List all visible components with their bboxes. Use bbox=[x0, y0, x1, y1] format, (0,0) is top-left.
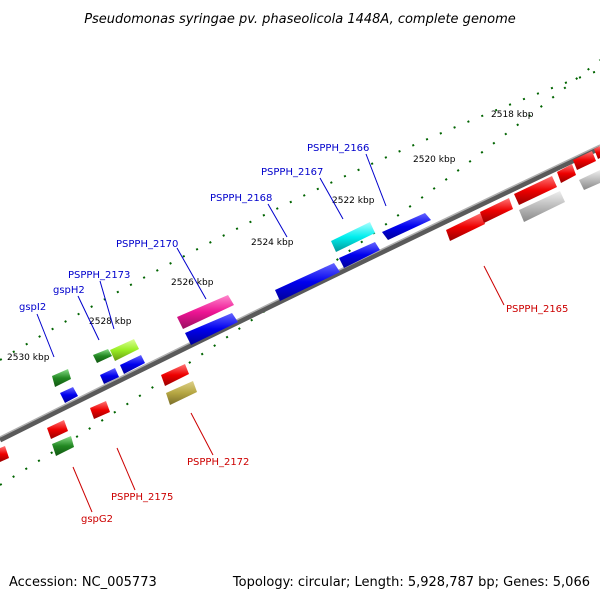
gene-blue-3[interactable] bbox=[120, 355, 145, 374]
gene-olive[interactable] bbox=[166, 381, 197, 405]
gene-gspi2[interactable] bbox=[52, 369, 71, 387]
label-pspph-2168[interactable]: PSPPH_2168 bbox=[210, 193, 272, 204]
gene-grey-2[interactable] bbox=[579, 170, 600, 190]
label-gspg2[interactable]: gspG2 bbox=[81, 514, 113, 525]
gene-pspph-2165[interactable] bbox=[446, 213, 485, 241]
ruler-label-2524: 2524 kbp bbox=[251, 238, 294, 248]
label-pspph-2173[interactable]: PSPPH_2173 bbox=[68, 270, 130, 281]
gene-pspph-2173[interactable] bbox=[110, 339, 139, 361]
gene-magenta[interactable] bbox=[177, 295, 234, 329]
ruler-label-2520: 2520 kbp bbox=[413, 155, 456, 165]
label-pspph-2167[interactable]: PSPPH_2167 bbox=[261, 167, 323, 178]
gene-gspg2[interactable] bbox=[52, 436, 74, 456]
gene-pspph-2175[interactable] bbox=[90, 401, 110, 419]
label-leaders bbox=[36, 153, 505, 513]
ruler-label-2522: 2522 kbp bbox=[332, 196, 375, 206]
gene-red-11[interactable] bbox=[47, 420, 68, 439]
gene-grey-1[interactable] bbox=[519, 191, 565, 222]
reverse-genes bbox=[47, 146, 600, 456]
ruler-label-2528: 2528 kbp bbox=[89, 317, 132, 327]
gene-blue-5[interactable] bbox=[60, 387, 78, 403]
forward-genes bbox=[0, 213, 431, 462]
gene-blue-2[interactable] bbox=[185, 313, 238, 345]
label-gspi2[interactable]: gspI2 bbox=[19, 302, 46, 313]
gene-pspph-2170[interactable] bbox=[275, 263, 340, 301]
ruler-label-2526: 2526 kbp bbox=[171, 278, 214, 288]
gene-red-6[interactable] bbox=[480, 198, 513, 223]
label-gsph2[interactable]: gspH2 bbox=[53, 285, 85, 296]
genome-summary-text: Topology: circular; Length: 5,928,787 bp… bbox=[232, 575, 590, 590]
gene-blue-4[interactable] bbox=[100, 368, 119, 384]
gene-pspph-2166[interactable] bbox=[382, 213, 431, 240]
gene-pspph-2167[interactable] bbox=[331, 222, 375, 252]
label-pspph-2172[interactable]: PSPPH_2172 bbox=[187, 457, 249, 468]
label-pspph-2166[interactable]: PSPPH_2166 bbox=[307, 143, 369, 154]
label-pspph-2175[interactable]: PSPPH_2175 bbox=[111, 492, 173, 503]
gene-red-7[interactable] bbox=[514, 176, 557, 205]
label-pspph-2170[interactable]: PSPPH_2170 bbox=[116, 239, 178, 250]
accession-text: Accession: NC_005773 bbox=[9, 575, 157, 590]
label-pspph-2165[interactable]: PSPPH_2165 bbox=[506, 304, 568, 315]
gene-pspph-2172[interactable] bbox=[161, 364, 189, 386]
gene-red-10[interactable] bbox=[594, 146, 600, 159]
map-title: Pseudomonas syringae pv. phaseolicola 14… bbox=[84, 12, 516, 27]
ruler-label-2530: 2530 kbp bbox=[7, 353, 50, 363]
gene-red-8[interactable] bbox=[557, 164, 576, 183]
gene-red-9[interactable] bbox=[573, 151, 596, 170]
gene-gsph2[interactable] bbox=[93, 349, 112, 363]
gene-pspph-2168[interactable] bbox=[339, 242, 380, 268]
genome-backbone bbox=[0, 144, 600, 443]
ruler-label-2518: 2518 kbp bbox=[491, 110, 534, 120]
gene-red-edge[interactable] bbox=[0, 446, 9, 462]
